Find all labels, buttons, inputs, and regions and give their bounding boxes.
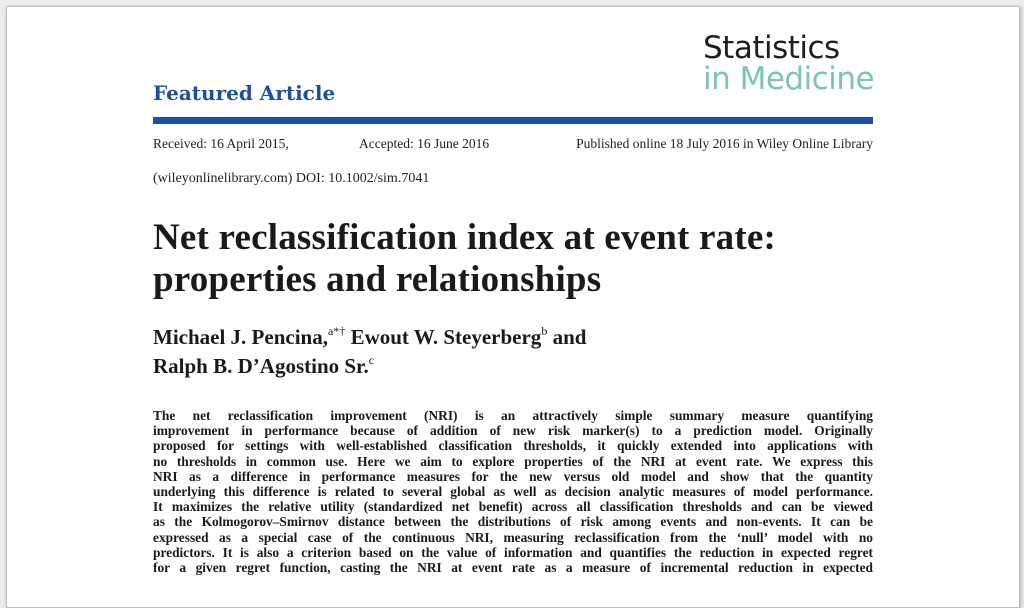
published-date: Published online 18 July 2016 in Wiley O…: [576, 136, 873, 151]
received-date: Received: 16 April 2015,: [153, 136, 289, 151]
author-line-1: Michael J. Pencina,a*† Ewout W. Steyerbe…: [153, 323, 873, 352]
article-page: Statistics in Medicine Featured Article …: [6, 6, 1020, 608]
journal-name-line1: Statistics: [703, 30, 840, 66]
abstract: The net reclassification improvement (NR…: [153, 408, 873, 575]
author-name: Ralph B. D’Agostino Sr.: [153, 354, 369, 378]
title-line-2: properties and relationships: [153, 259, 602, 300]
abstract-line: improvement in performance because of ad…: [153, 423, 873, 439]
author-affiliation: b: [541, 324, 548, 338]
journal-name-line2: in Medicine: [703, 61, 875, 97]
abstract-line: It maximizes the relative utility (stand…: [153, 499, 873, 515]
accepted-date: Accepted: 16 June 2016: [359, 136, 490, 151]
doi-line: (wileyonlinelibrary.com) DOI: 10.1002/si…: [153, 171, 430, 186]
author-affiliation: a*†: [327, 324, 346, 338]
abstract-line: NRI as a difference in performance measu…: [153, 468, 873, 484]
author-name: Ewout W. Steyerberg: [350, 325, 542, 349]
section-label: Featured Article: [153, 81, 336, 105]
author-name: Michael J. Pencina,: [153, 325, 328, 349]
title-line-1: Net reclassification index at event rate…: [153, 217, 776, 258]
author-list: Michael J. Pencina,a*† Ewout W. Steyerbe…: [153, 323, 873, 381]
journal-logo: Statistics in Medicine: [703, 30, 875, 97]
abstract-line: as the Kolmogorov–Smirnov distance betwe…: [153, 514, 873, 530]
abstract-line: expressed as a special case of the conti…: [153, 529, 873, 545]
abstract-line: proposed for settings with well-establis…: [153, 438, 873, 454]
abstract-line: underlying this difference is related to…: [153, 484, 873, 500]
header-rule: [153, 117, 873, 124]
abstract-line: predictors. It is also a criterion based…: [153, 544, 873, 560]
author-connector: and: [552, 325, 587, 349]
article-title: Net reclassification index at event rate…: [153, 217, 873, 301]
abstract-line: for a given regret function, casting the…: [153, 560, 873, 576]
abstract-line: The net reclassification improvement (NR…: [153, 408, 873, 423]
author-line-2: Ralph B. D’Agostino Sr.c: [153, 352, 873, 381]
abstract-line: no thresholds in common use. Here we aim…: [153, 453, 873, 469]
author-affiliation: c: [368, 353, 375, 367]
